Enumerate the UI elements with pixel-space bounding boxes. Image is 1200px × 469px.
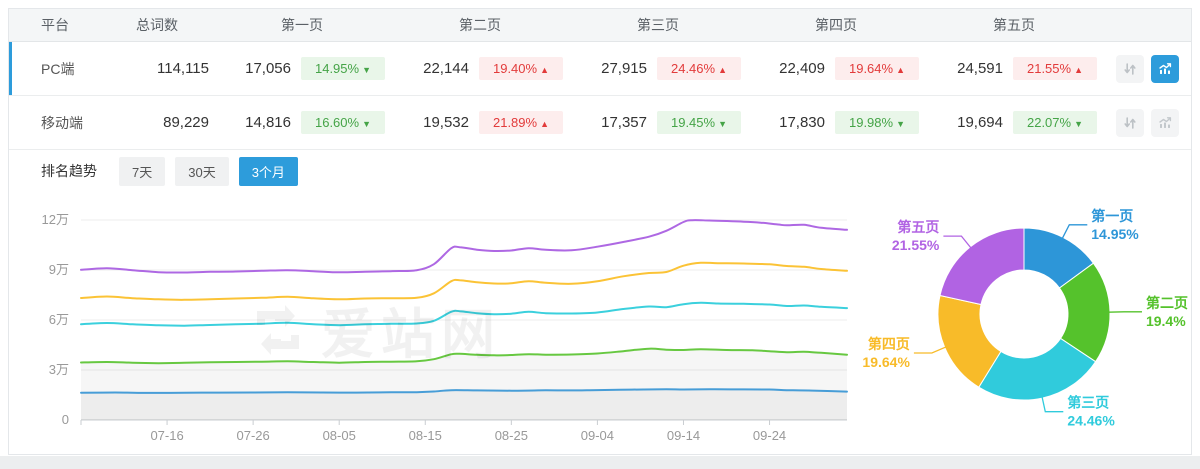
trend-arrow-icon: ▼	[362, 65, 371, 75]
trend-arrow-icon: ▼	[718, 119, 727, 129]
page5-count: 19,694	[957, 114, 1003, 131]
charts-area: 0 3万 6万 9万 12万 07-16 07-26 08-05 08-15 08-25 09-04…	[9, 192, 1191, 454]
page4-change-badge: 19.98% ▼	[835, 111, 919, 134]
trend-section-header: 排名趋势 7天 30天 3个月	[9, 150, 1191, 192]
total-words-value: 89,229	[163, 114, 209, 131]
page1-count: 14,816	[245, 114, 291, 131]
show-chart-button[interactable]	[1151, 108, 1179, 137]
platform-label: 移动端	[41, 114, 83, 131]
page3-count: 27,915	[601, 60, 647, 77]
page3-count: 17,357	[601, 114, 647, 131]
page2-change-badge: 19.40% ▲	[479, 57, 563, 80]
svg-text:3万: 3万	[49, 362, 69, 377]
svg-text:08-15: 08-15	[409, 428, 442, 443]
page1-change-badge: 14.95% ▼	[301, 57, 385, 80]
up-down-arrows-icon	[1124, 62, 1136, 75]
page-background-strip	[0, 456, 1200, 469]
trend-arrow-icon: ▼	[1074, 119, 1083, 129]
trend-arrow-icon: ▲	[540, 119, 549, 129]
trend-arrow-icon: ▲	[1074, 65, 1083, 75]
trend-arrow-icon: ▲	[540, 65, 549, 75]
keyword-rank-panel: 平台 总词数 第一页 第二页 第三页 第四页 第五页 PC端 114,115 1…	[8, 8, 1192, 455]
table-header: 平台 总词数 第一页 第二页 第三页 第四页 第五页	[9, 9, 1191, 42]
svg-text:24.46%: 24.46%	[1067, 413, 1115, 429]
trend-arrow-icon: ▲	[896, 65, 905, 75]
page1-count: 17,056	[245, 60, 291, 77]
col-page5: 第五页	[993, 17, 1035, 33]
trend-title: 排名趋势	[41, 163, 97, 179]
selected-row-accent	[9, 96, 12, 149]
col-page2: 第二页	[459, 17, 501, 33]
svg-text:12万: 12万	[42, 212, 69, 227]
selected-row-accent	[9, 42, 12, 95]
svg-text:09-04: 09-04	[581, 428, 614, 443]
svg-text:0: 0	[62, 412, 69, 427]
col-page4: 第四页	[815, 17, 857, 33]
page5-change-badge: 21.55% ▲	[1013, 57, 1097, 80]
page2-count: 19,532	[423, 114, 469, 131]
page4-change-badge: 19.64% ▲	[835, 57, 919, 80]
page5-change-badge: 22.07% ▼	[1013, 111, 1097, 134]
sort-arrows-button[interactable]	[1116, 54, 1144, 83]
trend-arrow-icon: ▲	[718, 65, 727, 75]
sort-arrows-button[interactable]	[1116, 108, 1144, 137]
svg-text:08-25: 08-25	[495, 428, 528, 443]
page3-change-badge: 24.46% ▲	[657, 57, 741, 80]
svg-text:07-26: 07-26	[237, 428, 270, 443]
svg-text:19.4%: 19.4%	[1146, 313, 1186, 329]
tab-7-days[interactable]: 7天	[119, 156, 166, 186]
platform-label: PC端	[41, 60, 75, 77]
col-total-words: 总词数	[136, 17, 178, 33]
trend-arrow-icon: ▼	[896, 119, 905, 129]
svg-text:第一页: 第一页	[1091, 208, 1133, 224]
trend-arrow-icon: ▼	[362, 119, 371, 129]
page3-change-badge: 19.45% ▼	[657, 111, 741, 134]
svg-text:09-14: 09-14	[667, 428, 700, 443]
svg-text:第四页: 第四页	[868, 336, 910, 352]
col-page1: 第一页	[281, 17, 323, 33]
table-row-mobile[interactable]: 移动端 89,229 14,816 16.60% ▼ 19,532 21.89% ▲ 1…	[9, 96, 1191, 150]
trend-chart-icon	[1159, 62, 1172, 74]
page5-count: 24,591	[957, 60, 1003, 77]
show-chart-button[interactable]	[1151, 54, 1179, 83]
col-page3: 第三页	[637, 17, 679, 33]
page1-change-badge: 16.60% ▼	[301, 111, 385, 134]
tab-30-days[interactable]: 30天	[175, 156, 229, 186]
trend-chart-icon	[1159, 116, 1172, 128]
svg-text:14.95%: 14.95%	[1091, 226, 1139, 242]
svg-text:07-16: 07-16	[150, 428, 183, 443]
page2-change-badge: 21.89% ▲	[479, 111, 563, 134]
svg-text:9万: 9万	[49, 262, 69, 277]
rank-trend-line-chart[interactable]: 0 3万 6万 9万 12万 07-16 07-26 08-05 08-15 08-25 09-04…	[9, 192, 859, 454]
svg-text:21.55%: 21.55%	[892, 237, 940, 253]
svg-text:第二页: 第二页	[1146, 295, 1188, 311]
page-distribution-donut-chart[interactable]: 第一页 14.95% 第二页 19.4% 第三页 24.46% 第四页 19.64% 第五页 21…	[859, 192, 1193, 454]
svg-text:第五页: 第五页	[897, 219, 939, 235]
up-down-arrows-icon	[1124, 116, 1136, 129]
svg-text:19.64%: 19.64%	[862, 354, 910, 370]
svg-text:08-05: 08-05	[323, 428, 356, 443]
svg-text:第三页: 第三页	[1067, 395, 1109, 411]
page2-count: 22,144	[423, 60, 469, 77]
page4-count: 17,830	[779, 114, 825, 131]
svg-text:6万: 6万	[49, 312, 69, 327]
col-platform: 平台	[41, 17, 69, 33]
page4-count: 22,409	[779, 60, 825, 77]
total-words-value: 114,115	[157, 60, 209, 77]
tab-3-months[interactable]: 3个月	[238, 156, 298, 186]
svg-text:09-24: 09-24	[753, 428, 786, 443]
table-row-pc[interactable]: PC端 114,115 17,056 14.95% ▼ 22,144 19.40% ▲ …	[9, 42, 1191, 96]
